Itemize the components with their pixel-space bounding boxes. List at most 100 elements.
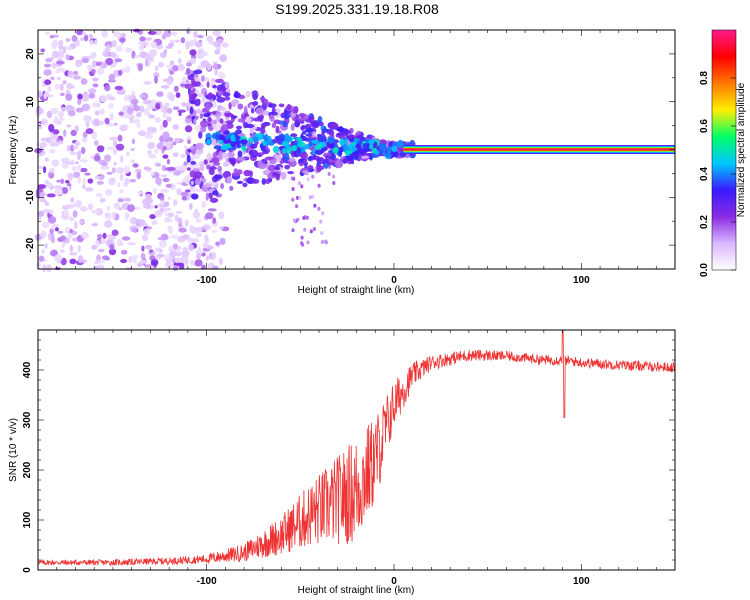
spectrogram-blob bbox=[199, 113, 204, 119]
spectrogram-blob bbox=[83, 115, 92, 122]
spectrogram-blob bbox=[143, 228, 151, 236]
spectrogram-blob bbox=[221, 152, 229, 159]
spectrogram-blob bbox=[69, 151, 78, 155]
spectrogram-blob bbox=[154, 75, 158, 84]
spectrogram-blob bbox=[351, 146, 358, 152]
spectrogram-blob bbox=[391, 145, 398, 152]
spectrogram-blob bbox=[329, 122, 339, 130]
spectrogram-blob bbox=[172, 199, 178, 207]
spectrogram-blob bbox=[300, 147, 306, 153]
spectrogram-blob bbox=[74, 125, 79, 132]
spectrogram-blob bbox=[120, 32, 126, 38]
spectrogram-blob bbox=[69, 258, 77, 265]
spectrogram-blob bbox=[219, 118, 224, 124]
spectrogram-blob bbox=[174, 166, 183, 172]
spectrogram-blob bbox=[162, 78, 167, 83]
spectrogram-blob bbox=[216, 114, 220, 122]
spectrogram-blob bbox=[137, 219, 146, 226]
spectrogram-blob bbox=[124, 212, 130, 219]
snr-panel: -100 0 100 0 100 200 300 400 Height of straigh… bbox=[8, 329, 676, 596]
spectrogram-blob bbox=[81, 137, 88, 143]
spectrogram-blob bbox=[129, 179, 137, 183]
spectrogram-blob bbox=[298, 112, 306, 118]
spectrogram-blob bbox=[92, 102, 99, 108]
spectrogram-blob bbox=[124, 177, 130, 185]
spectrogram-blob bbox=[119, 37, 126, 43]
spectrogram-blob bbox=[136, 171, 142, 180]
spectrogram-blob bbox=[139, 94, 147, 98]
spectrogram-blob bbox=[155, 102, 161, 110]
spectrogram-blob bbox=[70, 129, 77, 137]
spectrogram-blob bbox=[186, 62, 192, 67]
spectrogram-blob bbox=[236, 157, 246, 161]
y-tick-label: 400 bbox=[22, 361, 33, 378]
spectrogram-blob bbox=[291, 187, 295, 191]
spectrogram-blob bbox=[267, 164, 277, 172]
spectrogram-blob bbox=[64, 226, 71, 232]
spectrogram-blob bbox=[297, 141, 306, 148]
spectrogram-blob bbox=[51, 236, 55, 244]
spectrogram-blob bbox=[50, 107, 59, 115]
spectrogram-blob bbox=[61, 106, 67, 111]
spectrogram-blob bbox=[112, 31, 122, 38]
spectrogram-blob bbox=[107, 212, 111, 220]
spectrogram-blob bbox=[118, 70, 123, 76]
spectrogram-blob bbox=[156, 142, 165, 150]
spectrogram-blob bbox=[107, 146, 115, 150]
spectrogram-blob bbox=[61, 205, 70, 210]
spectrogram-blob bbox=[149, 265, 154, 271]
spectrogram-blob bbox=[206, 81, 210, 88]
spectrogram-blob bbox=[139, 36, 146, 42]
spectrogram-blob bbox=[44, 31, 50, 35]
spectrogram-blob bbox=[195, 226, 203, 233]
spectrogram-blob bbox=[168, 227, 173, 235]
spectrogram-blob bbox=[308, 195, 312, 200]
spectrogram-blob bbox=[154, 210, 163, 218]
spectrogram-blob bbox=[283, 153, 290, 162]
spectrogram-blob bbox=[218, 71, 226, 80]
spectrogram-blob bbox=[177, 49, 182, 54]
spectrogram-blob bbox=[192, 168, 200, 172]
spectrogram-blob bbox=[81, 103, 91, 112]
spectrogram-blob bbox=[59, 83, 64, 92]
spectrogram-blob bbox=[84, 172, 91, 176]
x-tick-label: -100 bbox=[197, 576, 217, 587]
spectrogram-blob bbox=[301, 242, 305, 247]
spectrogram-blob bbox=[219, 237, 226, 245]
spectrogram-blob bbox=[50, 226, 55, 230]
spectrogram-blob bbox=[49, 148, 56, 154]
spectrogram-blob bbox=[307, 165, 314, 170]
spectrogram-blob bbox=[342, 158, 347, 164]
spectrogram-blob bbox=[131, 255, 139, 259]
spectrogram-blob bbox=[111, 167, 116, 174]
spectrogram-blob bbox=[58, 45, 64, 50]
spectrogram-blob bbox=[388, 141, 394, 147]
spectrogram-blob bbox=[88, 92, 95, 99]
spectrogram-blob bbox=[102, 49, 110, 58]
spectrogram-blob bbox=[225, 158, 229, 163]
spectrogram-blob bbox=[184, 83, 194, 90]
spectrogram-blob bbox=[55, 69, 61, 74]
spectrogram-blob bbox=[165, 183, 173, 188]
spectrogram-blob bbox=[127, 107, 134, 115]
spectrogram-blob bbox=[256, 152, 264, 156]
spectrogram-blob bbox=[52, 50, 59, 59]
spectrogram-blob bbox=[205, 255, 210, 261]
spectrogram-blob bbox=[151, 220, 158, 226]
spectrogram-blob bbox=[68, 252, 78, 256]
spectrogram-blob bbox=[184, 125, 193, 133]
spectrogram-blob bbox=[345, 150, 350, 157]
spectrogram-blob bbox=[60, 117, 64, 121]
spectrogram-blob bbox=[90, 209, 100, 214]
spectrogram-blob bbox=[80, 206, 88, 212]
spectrogram-blob bbox=[309, 229, 313, 234]
spectrogram-blob bbox=[252, 101, 259, 106]
spectrogram-blob bbox=[60, 235, 66, 242]
spectrogram-blob bbox=[71, 35, 78, 42]
spectrogram-blob bbox=[160, 85, 170, 89]
spectrogram-blob bbox=[131, 227, 137, 233]
spectrogram-blob bbox=[173, 243, 178, 250]
spectrogram-blob bbox=[118, 198, 124, 203]
spectrogram-blob bbox=[194, 98, 201, 107]
spectrogram-blob bbox=[284, 113, 290, 120]
